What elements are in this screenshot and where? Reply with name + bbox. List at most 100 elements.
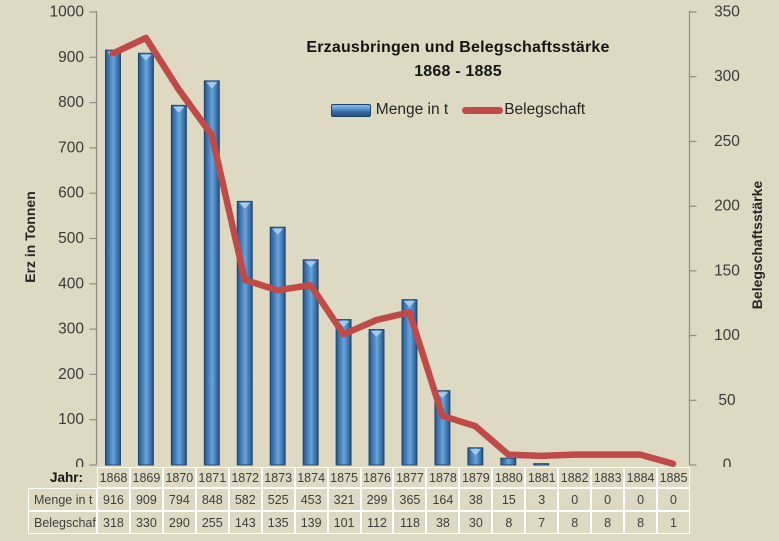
- year-cell: 1880: [492, 467, 526, 488]
- bar-gloss: [140, 54, 152, 61]
- belegschaft-cell: 118: [393, 511, 427, 534]
- left-tick-label: 0: [75, 457, 84, 468]
- menge-cell: 0: [558, 488, 592, 511]
- chart-title-line1: Erzausbringen und Belegschaftsstärke: [306, 39, 610, 56]
- menge-cell: 299: [360, 488, 394, 511]
- bar: [335, 319, 352, 466]
- year-cell: 1884: [624, 467, 658, 488]
- bar: [236, 200, 253, 466]
- year-cell: 1874: [294, 467, 328, 488]
- year-cell: 1875: [327, 467, 361, 488]
- left-tick-label: 300: [58, 321, 84, 338]
- legend-label-menge: Menge in t: [375, 101, 449, 118]
- year-cell: 1878: [426, 467, 460, 488]
- left-tick-label: 100: [58, 411, 84, 428]
- bar-series: [105, 49, 550, 466]
- year-cell: 1873: [261, 467, 295, 488]
- belegschaft-cell: 112: [360, 511, 394, 534]
- bar-gloss: [469, 449, 482, 456]
- belegschaft-cell: 8: [558, 511, 592, 534]
- belegschaft-cell: 143: [228, 511, 262, 534]
- year-cell: 1881: [525, 467, 559, 488]
- bar-gloss: [173, 106, 185, 113]
- menge-cell: 15: [492, 488, 526, 511]
- bar: [368, 329, 385, 466]
- menge-cell: 794: [162, 488, 196, 511]
- bar-gloss: [403, 301, 416, 308]
- year-cell: 1879: [459, 467, 493, 488]
- data-table: Jahr: 1868 1869 1870 1871 1872 1873 1874 1875 187…: [28, 467, 690, 534]
- belegschaft-cell: 8: [591, 511, 625, 534]
- left-tick-label: 400: [58, 275, 84, 292]
- menge-cell: 321: [327, 488, 361, 511]
- year-cell: 1877: [393, 467, 427, 488]
- menge-cell: 909: [129, 488, 163, 511]
- right-tick-label: 300: [714, 68, 740, 85]
- menge-cell: 848: [195, 488, 229, 511]
- menge-row-label: Menge in t: [28, 488, 97, 511]
- belegschaft-cell: 139: [294, 511, 328, 534]
- year-cell: 1871: [195, 467, 229, 488]
- left-tick-label: 800: [58, 94, 84, 111]
- right-tick-label: 200: [714, 198, 740, 215]
- menge-cell: 453: [294, 488, 328, 511]
- y-axis-left: 0 100 200 300 400 500 600 700 800 900 1000: [50, 4, 98, 468]
- bar-gloss: [337, 320, 350, 328]
- menge-cell: 0: [657, 488, 690, 511]
- right-tick-label: 250: [714, 133, 740, 150]
- chart-title: Erzausbringen und Belegschaftsstärke 186…: [150, 36, 766, 84]
- right-tick-label: 50: [718, 392, 736, 409]
- menge-cell: 38: [459, 488, 493, 511]
- belegschaft-cell: 290: [162, 511, 196, 534]
- year-cell: 1872: [228, 467, 262, 488]
- left-tick-label: 900: [58, 49, 84, 66]
- menge-cell: 525: [261, 488, 295, 511]
- bar: [302, 259, 319, 466]
- menge-cell: 0: [624, 488, 658, 511]
- menge-cell: 164: [426, 488, 460, 511]
- legend-item-menge: Menge in t: [330, 101, 449, 119]
- belegschaft-cell: 8: [624, 511, 658, 534]
- bar-gloss: [206, 82, 218, 89]
- left-tick-label: 1000: [50, 4, 85, 21]
- bar: [203, 80, 220, 466]
- menge-cell: 365: [393, 488, 427, 511]
- year-cell: 1870: [162, 467, 196, 488]
- belegschaft-cell: 30: [459, 511, 493, 534]
- belegschaft-cell: 255: [195, 511, 229, 534]
- belegschaft-cell: 330: [129, 511, 163, 534]
- right-tick-label: 350: [714, 4, 740, 21]
- year-cell: 1868: [97, 467, 130, 488]
- bar: [170, 104, 187, 466]
- legend-item-belegschaft: Belegschaft: [462, 101, 585, 119]
- legend-label-belegschaft: Belegschaft: [504, 101, 586, 118]
- left-tick-label: 700: [58, 139, 84, 156]
- bar-swatch-icon: [330, 103, 371, 117]
- year-cell: 1869: [129, 467, 163, 488]
- bar: [269, 226, 286, 466]
- chart-plot-area: 0 100 200 300 400 500 600 700 800 900 1000 0 50 100 15…: [50, 4, 741, 468]
- belegschaft-cell: 8: [492, 511, 526, 534]
- belegschaft-cell: 38: [426, 511, 460, 534]
- belegschaft-cell: 135: [261, 511, 295, 534]
- bar: [401, 299, 418, 466]
- bar: [533, 463, 550, 466]
- bar: [105, 49, 121, 466]
- bar-gloss: [239, 202, 251, 209]
- bar-gloss: [370, 330, 383, 338]
- right-tick-label: 150: [714, 262, 740, 279]
- year-cell: 1885: [657, 467, 690, 488]
- left-tick-label: 200: [58, 366, 84, 383]
- chart-title-line2: 1868 - 1885: [414, 63, 502, 80]
- bar-gloss: [304, 261, 317, 268]
- menge-cell: 916: [97, 488, 130, 511]
- bar: [500, 457, 517, 466]
- belegschaft-cell: 318: [97, 511, 130, 534]
- menge-cell: 3: [525, 488, 559, 511]
- year-cell: 1882: [558, 467, 592, 488]
- jahr-label: Jahr:: [49, 470, 83, 485]
- bar-gloss: [271, 228, 284, 235]
- bar: [137, 52, 154, 466]
- right-tick-label: 0: [723, 457, 732, 468]
